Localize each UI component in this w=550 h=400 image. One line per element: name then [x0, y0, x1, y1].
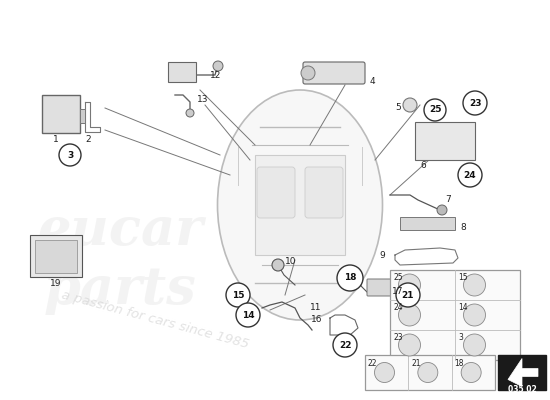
Text: 11: 11: [310, 304, 322, 312]
Circle shape: [463, 91, 487, 115]
Circle shape: [272, 259, 284, 271]
Text: 24: 24: [464, 170, 476, 180]
Polygon shape: [508, 358, 538, 386]
Circle shape: [399, 304, 421, 326]
Text: 9: 9: [379, 250, 385, 260]
Circle shape: [424, 99, 446, 121]
Text: eucar
parts: eucar parts: [37, 205, 203, 315]
Circle shape: [464, 304, 486, 326]
Circle shape: [236, 303, 260, 327]
Circle shape: [437, 205, 447, 215]
Text: 18: 18: [344, 274, 356, 282]
Circle shape: [458, 163, 482, 187]
Text: 2: 2: [85, 134, 91, 144]
Text: 035 02: 035 02: [508, 385, 536, 394]
Text: 4: 4: [370, 78, 376, 86]
Circle shape: [399, 274, 421, 296]
Text: 14: 14: [241, 310, 254, 320]
FancyBboxPatch shape: [305, 167, 343, 218]
Text: 21: 21: [411, 359, 421, 368]
Circle shape: [213, 61, 223, 71]
Circle shape: [464, 274, 486, 296]
Text: 18: 18: [455, 359, 464, 368]
Circle shape: [403, 98, 417, 112]
Text: 6: 6: [420, 160, 426, 170]
Circle shape: [59, 144, 81, 166]
Text: 7: 7: [445, 196, 451, 204]
Circle shape: [399, 334, 421, 356]
FancyBboxPatch shape: [400, 217, 455, 230]
Text: 22: 22: [339, 340, 351, 350]
Text: 15: 15: [458, 273, 468, 282]
Circle shape: [375, 362, 394, 382]
Circle shape: [337, 265, 363, 291]
FancyBboxPatch shape: [390, 270, 520, 360]
Text: 25: 25: [429, 106, 441, 114]
Circle shape: [226, 283, 250, 307]
Text: 15: 15: [232, 290, 244, 300]
FancyBboxPatch shape: [498, 355, 546, 390]
Text: 14: 14: [458, 303, 468, 312]
Text: 3: 3: [67, 150, 73, 160]
Text: 10: 10: [285, 258, 296, 266]
FancyBboxPatch shape: [80, 109, 85, 123]
Text: 13: 13: [197, 96, 208, 104]
FancyBboxPatch shape: [168, 62, 196, 82]
FancyBboxPatch shape: [365, 355, 495, 390]
FancyBboxPatch shape: [42, 95, 80, 133]
Text: a passion for cars since 1985: a passion for cars since 1985: [60, 289, 250, 351]
Circle shape: [186, 109, 194, 117]
Text: 19: 19: [50, 278, 62, 288]
Circle shape: [333, 333, 357, 357]
Text: 17: 17: [392, 288, 404, 296]
Text: 3: 3: [458, 333, 463, 342]
Text: 12: 12: [210, 70, 221, 80]
FancyBboxPatch shape: [257, 167, 295, 218]
FancyBboxPatch shape: [415, 122, 475, 160]
Text: 23: 23: [393, 333, 403, 342]
Text: 25: 25: [393, 273, 403, 282]
Text: 24: 24: [393, 303, 403, 312]
Ellipse shape: [217, 90, 382, 320]
Text: 21: 21: [402, 290, 414, 300]
FancyBboxPatch shape: [303, 62, 365, 84]
Text: 16: 16: [311, 316, 322, 324]
FancyBboxPatch shape: [367, 279, 391, 296]
Text: 5: 5: [395, 104, 401, 112]
FancyBboxPatch shape: [35, 240, 77, 273]
Circle shape: [418, 362, 438, 382]
Text: 1: 1: [53, 134, 59, 144]
Circle shape: [301, 66, 315, 80]
Circle shape: [461, 362, 481, 382]
FancyBboxPatch shape: [30, 235, 82, 277]
Text: 22: 22: [368, 359, 377, 368]
Circle shape: [464, 334, 486, 356]
Text: 8: 8: [460, 224, 466, 232]
Text: 23: 23: [469, 98, 481, 108]
FancyBboxPatch shape: [255, 155, 345, 255]
Circle shape: [396, 283, 420, 307]
